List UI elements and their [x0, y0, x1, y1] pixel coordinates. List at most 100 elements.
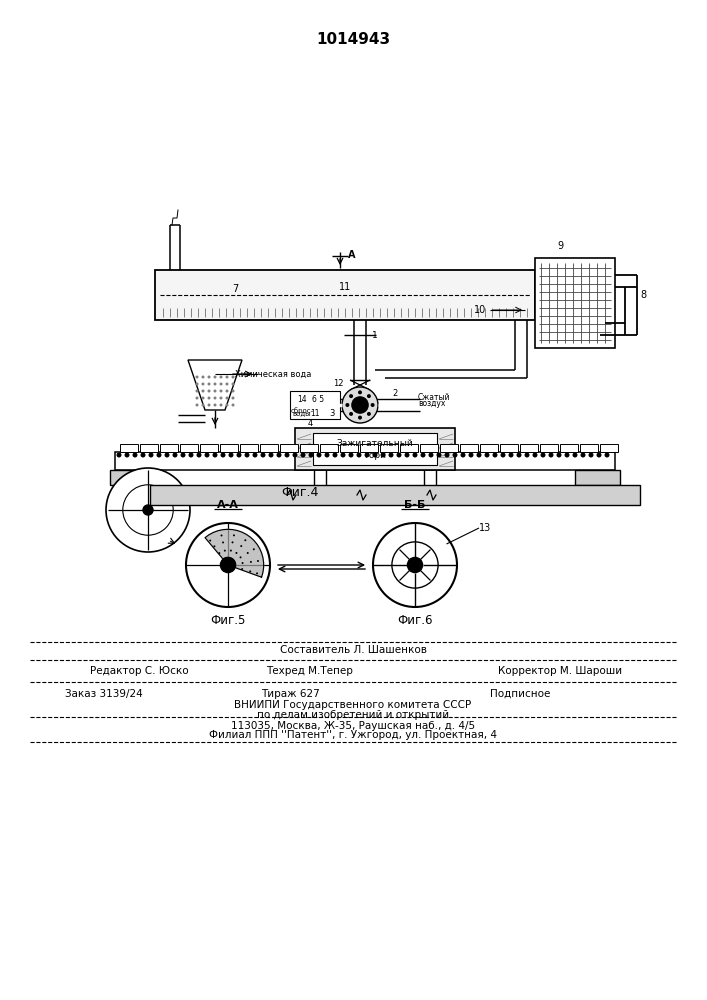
- Bar: [220, 444, 238, 452]
- Circle shape: [141, 452, 146, 458]
- Circle shape: [397, 452, 402, 458]
- Text: Тираж 627: Тираж 627: [261, 689, 320, 699]
- Circle shape: [209, 540, 211, 542]
- Bar: [380, 444, 398, 452]
- Circle shape: [373, 452, 378, 458]
- Circle shape: [392, 542, 438, 588]
- Circle shape: [247, 552, 249, 554]
- Bar: [115, 452, 615, 470]
- Circle shape: [219, 389, 223, 392]
- Text: Зажигательный: Зажигательный: [337, 440, 414, 448]
- Circle shape: [196, 389, 199, 392]
- Circle shape: [207, 375, 211, 378]
- Circle shape: [207, 403, 211, 406]
- Bar: [313, 433, 437, 465]
- Circle shape: [221, 557, 235, 573]
- Text: ВНИИПИ Государственного комитета СССР: ВНИИПИ Государственного комитета СССР: [235, 700, 472, 710]
- Circle shape: [230, 550, 232, 552]
- Bar: [400, 444, 418, 452]
- Text: 14: 14: [297, 394, 307, 403]
- Circle shape: [207, 389, 211, 392]
- Circle shape: [242, 562, 244, 564]
- Circle shape: [404, 452, 409, 458]
- Circle shape: [240, 545, 243, 547]
- Circle shape: [452, 452, 457, 458]
- Circle shape: [173, 452, 177, 458]
- Circle shape: [517, 452, 522, 458]
- Circle shape: [358, 390, 362, 394]
- Text: 3: 3: [329, 408, 334, 418]
- Circle shape: [222, 541, 224, 543]
- Circle shape: [317, 452, 322, 458]
- Circle shape: [341, 452, 346, 458]
- Bar: [480, 444, 498, 452]
- Circle shape: [365, 452, 370, 458]
- Circle shape: [231, 541, 233, 543]
- Circle shape: [214, 403, 216, 406]
- Circle shape: [300, 452, 305, 458]
- Circle shape: [201, 382, 204, 385]
- Circle shape: [349, 452, 354, 458]
- Circle shape: [143, 505, 153, 515]
- Circle shape: [237, 452, 242, 458]
- Circle shape: [226, 396, 228, 399]
- Circle shape: [421, 452, 426, 458]
- Text: 10: 10: [474, 305, 486, 315]
- Circle shape: [293, 452, 298, 458]
- Text: 1014943: 1014943: [316, 32, 390, 47]
- Circle shape: [231, 389, 235, 392]
- Circle shape: [257, 560, 259, 562]
- Circle shape: [219, 375, 223, 378]
- Text: воздух: воздух: [418, 399, 445, 408]
- Bar: [360, 444, 378, 452]
- Circle shape: [604, 452, 609, 458]
- Circle shape: [445, 452, 450, 458]
- Circle shape: [226, 389, 228, 392]
- Circle shape: [148, 452, 153, 458]
- Text: Фиг.6: Фиг.6: [397, 614, 433, 628]
- Circle shape: [412, 452, 418, 458]
- Circle shape: [214, 389, 216, 392]
- Circle shape: [380, 452, 385, 458]
- Text: 4: 4: [308, 418, 312, 428]
- Circle shape: [224, 550, 226, 552]
- Bar: [520, 444, 538, 452]
- Circle shape: [342, 387, 378, 423]
- Polygon shape: [205, 529, 264, 577]
- Circle shape: [469, 452, 474, 458]
- Circle shape: [219, 382, 223, 385]
- Circle shape: [165, 452, 170, 458]
- Circle shape: [226, 382, 228, 385]
- Circle shape: [189, 452, 194, 458]
- Circle shape: [356, 452, 361, 458]
- Circle shape: [276, 452, 281, 458]
- Circle shape: [228, 452, 233, 458]
- Text: 11: 11: [339, 282, 351, 292]
- Bar: [580, 444, 598, 452]
- Circle shape: [460, 452, 465, 458]
- Circle shape: [373, 523, 457, 607]
- Circle shape: [256, 572, 258, 574]
- Circle shape: [214, 545, 216, 547]
- Circle shape: [201, 375, 204, 378]
- Circle shape: [501, 452, 506, 458]
- Circle shape: [204, 452, 209, 458]
- Bar: [120, 444, 138, 452]
- Bar: [150, 485, 640, 505]
- Circle shape: [231, 396, 235, 399]
- Text: Б-Б: Б-Б: [404, 500, 426, 510]
- Circle shape: [226, 375, 228, 378]
- Circle shape: [226, 403, 228, 406]
- Text: Составитель Л. Шашенков: Составитель Л. Шашенков: [279, 645, 426, 655]
- Circle shape: [219, 396, 223, 399]
- Circle shape: [252, 452, 257, 458]
- Text: 11: 11: [310, 408, 320, 418]
- Circle shape: [352, 397, 368, 413]
- Circle shape: [249, 570, 251, 572]
- Bar: [300, 444, 318, 452]
- Circle shape: [597, 452, 602, 458]
- Circle shape: [428, 452, 433, 458]
- Bar: [560, 444, 578, 452]
- Text: по делам изобретений и открытий: по делам изобретений и открытий: [257, 710, 449, 720]
- Circle shape: [269, 452, 274, 458]
